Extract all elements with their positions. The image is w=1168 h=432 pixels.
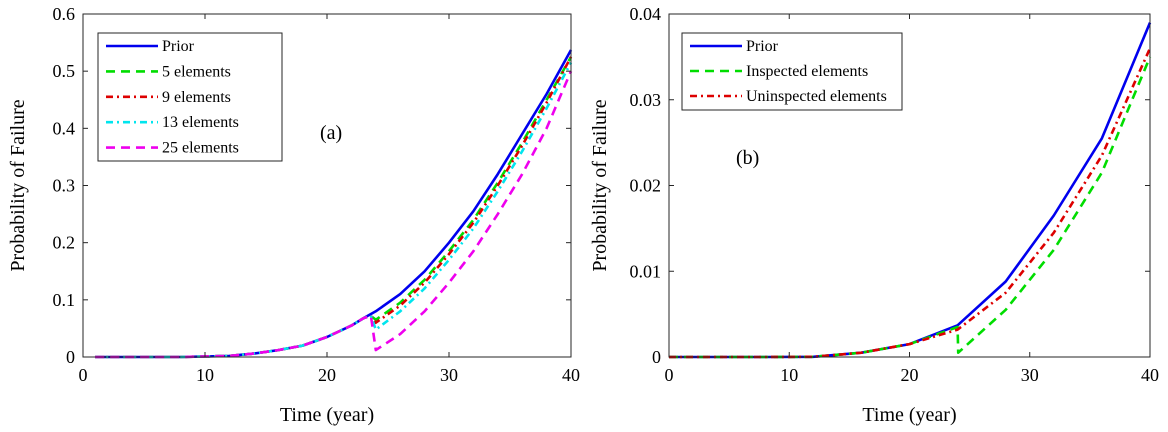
- legend-label-4: 13 elements: [162, 114, 239, 131]
- x-tick-label: 10: [196, 365, 214, 385]
- y-tick-label: 0.5: [53, 61, 76, 81]
- chart-panel-a: 0 10 20 30 40 0 0.1 0.2 0.3 0.4 0.5 0.6 Time (year) P…: [7, 4, 580, 426]
- y-tick-label: 0.6: [53, 4, 76, 24]
- legend-label-2: 5 elements: [162, 63, 231, 80]
- y-tick-label: 0.3: [53, 176, 76, 196]
- x-axis-label: Time (year): [280, 404, 374, 426]
- x-axis-label: Time (year): [862, 404, 956, 426]
- x-tick-label: 10: [780, 365, 798, 385]
- x-tick-label: 40: [1141, 365, 1159, 385]
- y-tick-label: 0.2: [53, 233, 76, 253]
- y-tick-label: 0.4: [53, 118, 76, 138]
- y-axis-label: Probability of Failure: [589, 99, 611, 271]
- y-tick-label: 0.04: [630, 4, 662, 24]
- x-tick-label: 20: [318, 365, 336, 385]
- y-tick-label: 0: [652, 347, 661, 367]
- panel-label: (a): [320, 122, 342, 144]
- x-tick-label: 30: [440, 365, 458, 385]
- x-tick-label: 0: [665, 365, 674, 385]
- legend-label-5: 25 elements: [162, 140, 239, 157]
- panel-label: (b): [736, 147, 759, 169]
- legend-label-1: Prior: [162, 38, 195, 55]
- chart-panel-b: 0 10 20 30 40 0 0.01 0.02 0.03 0.04 Time (year) Pro…: [589, 4, 1159, 426]
- x-tick-label: 30: [1021, 365, 1039, 385]
- x-tick-label: 40: [562, 365, 580, 385]
- y-tick-label: 0.02: [630, 176, 662, 196]
- x-tick-label: 20: [901, 365, 919, 385]
- legend-label-3: Uninspected elements: [746, 88, 887, 105]
- legend-label-3: 9 elements: [162, 89, 231, 106]
- y-tick-label: 0: [66, 347, 75, 367]
- x-tick-label: 0: [79, 365, 88, 385]
- y-tick-label: 0.03: [630, 90, 662, 110]
- y-tick-label: 0.01: [630, 261, 662, 281]
- legend-label-1: Prior: [746, 38, 779, 55]
- legend-label-2: Inspected elements: [746, 63, 868, 80]
- y-axis-label: Probability of Failure: [7, 99, 29, 271]
- y-tick-label: 0.1: [53, 290, 76, 310]
- series-line-5: [95, 70, 573, 359]
